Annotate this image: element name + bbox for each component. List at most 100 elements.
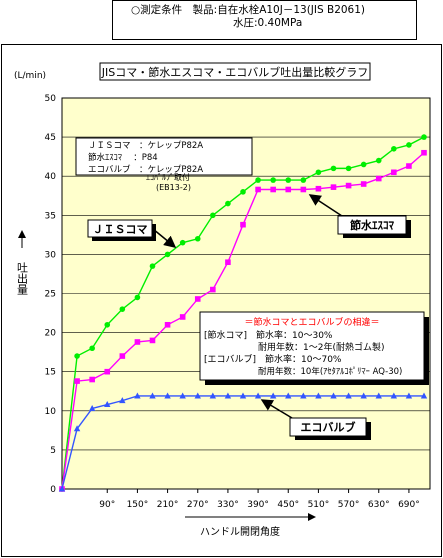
data-point [74,378,80,384]
x-tick-label: 270° [187,500,209,510]
data-point [149,337,156,344]
data-point [300,392,307,399]
data-point [74,353,80,359]
data-point [270,186,276,193]
data-point [194,235,201,242]
data-point [104,368,111,375]
data-point [360,181,367,187]
data-point [285,177,292,183]
data-point [330,165,337,172]
data-point [270,177,276,183]
y-axis-label: 吐出量 [16,262,29,295]
data-point [421,134,427,140]
data-point [375,157,382,164]
data-point [104,321,111,328]
data-point [194,296,201,302]
sessui-callout-arrow [308,194,343,217]
data-point [88,404,96,411]
data-point [149,263,156,269]
data-point [345,182,352,189]
data-point [391,169,397,176]
data-point [225,259,231,266]
data-point [239,392,247,399]
data-point [134,392,141,399]
data-point [315,185,322,192]
data-point [194,392,201,399]
data-point [421,149,427,156]
data-point [315,392,322,399]
data-point [360,392,367,399]
data-point [285,186,292,193]
data-point [224,392,232,399]
data-point [390,392,398,399]
data-point [406,163,412,169]
x-tick-label: 690° [398,500,420,510]
spec-line: ＪＩＳコマ ：ケレップP82A [88,141,203,151]
data-point [330,184,337,190]
y-tick-label: 10 [45,407,57,417]
spec-box [75,137,253,176]
rate-heading: ＝節水コマとエコバルブの相違＝ [244,316,379,328]
x-tick-label: 570° [338,500,360,510]
data-point [406,142,412,148]
rate-line: [エコバルブ] 節水率：10～70% [204,353,342,365]
data-point [149,392,156,399]
x-tick-label: 390° [247,500,269,510]
y-tick-label: 25 [45,290,56,300]
jis-callout-arrow [152,228,177,248]
data-point [375,175,382,182]
y-tick-label: 40 [45,172,57,182]
data-point [420,392,428,399]
data-point [240,221,246,228]
y-unit: (L/min) [14,71,46,81]
x-tick-label: 510° [308,500,330,510]
y-tick-label: 15 [45,368,56,378]
data-point [119,353,126,359]
data-point [345,392,352,399]
y-tick-label: 50 [45,94,57,104]
y-tick-label: 30 [45,250,57,260]
data-point [89,345,95,352]
data-point [255,186,261,193]
data-point [375,392,382,399]
eco-callout-arrow [260,399,293,419]
data-point [300,186,307,193]
data-point [210,212,216,219]
data-point [89,376,95,383]
x-tick-label: 330° [217,500,239,510]
eco-callout-label: エコバルブ [301,420,356,434]
spec-line: (EB13-2) [156,183,191,192]
y-tick-label: 0 [50,485,56,495]
data-point [179,392,186,399]
conditions-line-1: ○測定条件 製品:自在水栓A10J－13(JIS B2061) [131,4,366,16]
chart-title: JISコマ・節水エスコマ・エコバルブ吐出量比較グラフ [101,65,368,79]
chart-frame [1,44,442,557]
data-point [119,306,126,312]
data-point [255,177,261,183]
x-tick-label: 630° [368,500,390,510]
conditions-line-2: 水圧:0.40MPa [233,17,303,29]
sessui-callout [337,215,407,235]
title-box [99,62,371,81]
data-point [164,251,171,258]
data-point [315,169,322,176]
data-point [391,146,397,152]
data-point [330,392,337,399]
conditions-box: ○測定条件 製品:自在水栓A10J－13(JIS B2061) 水圧:0.40M… [112,0,417,40]
rate-line: 耐用年数：1～2年(耐熱ゴム製) [258,341,384,353]
data-point [225,200,231,207]
data-point [360,161,367,168]
data-point [254,392,262,399]
data-point [210,286,216,293]
data-point [285,392,292,399]
data-point [119,397,126,404]
data-point [405,392,413,399]
jis-callout-label: ＪＩＳコマ [93,223,148,236]
y-tick-label: 20 [45,329,57,339]
x-axis-label: ハンドル開閉角度 [200,525,280,538]
data-point [240,189,246,195]
data-point [179,239,186,246]
data-point [345,165,352,172]
data-point [209,392,217,399]
